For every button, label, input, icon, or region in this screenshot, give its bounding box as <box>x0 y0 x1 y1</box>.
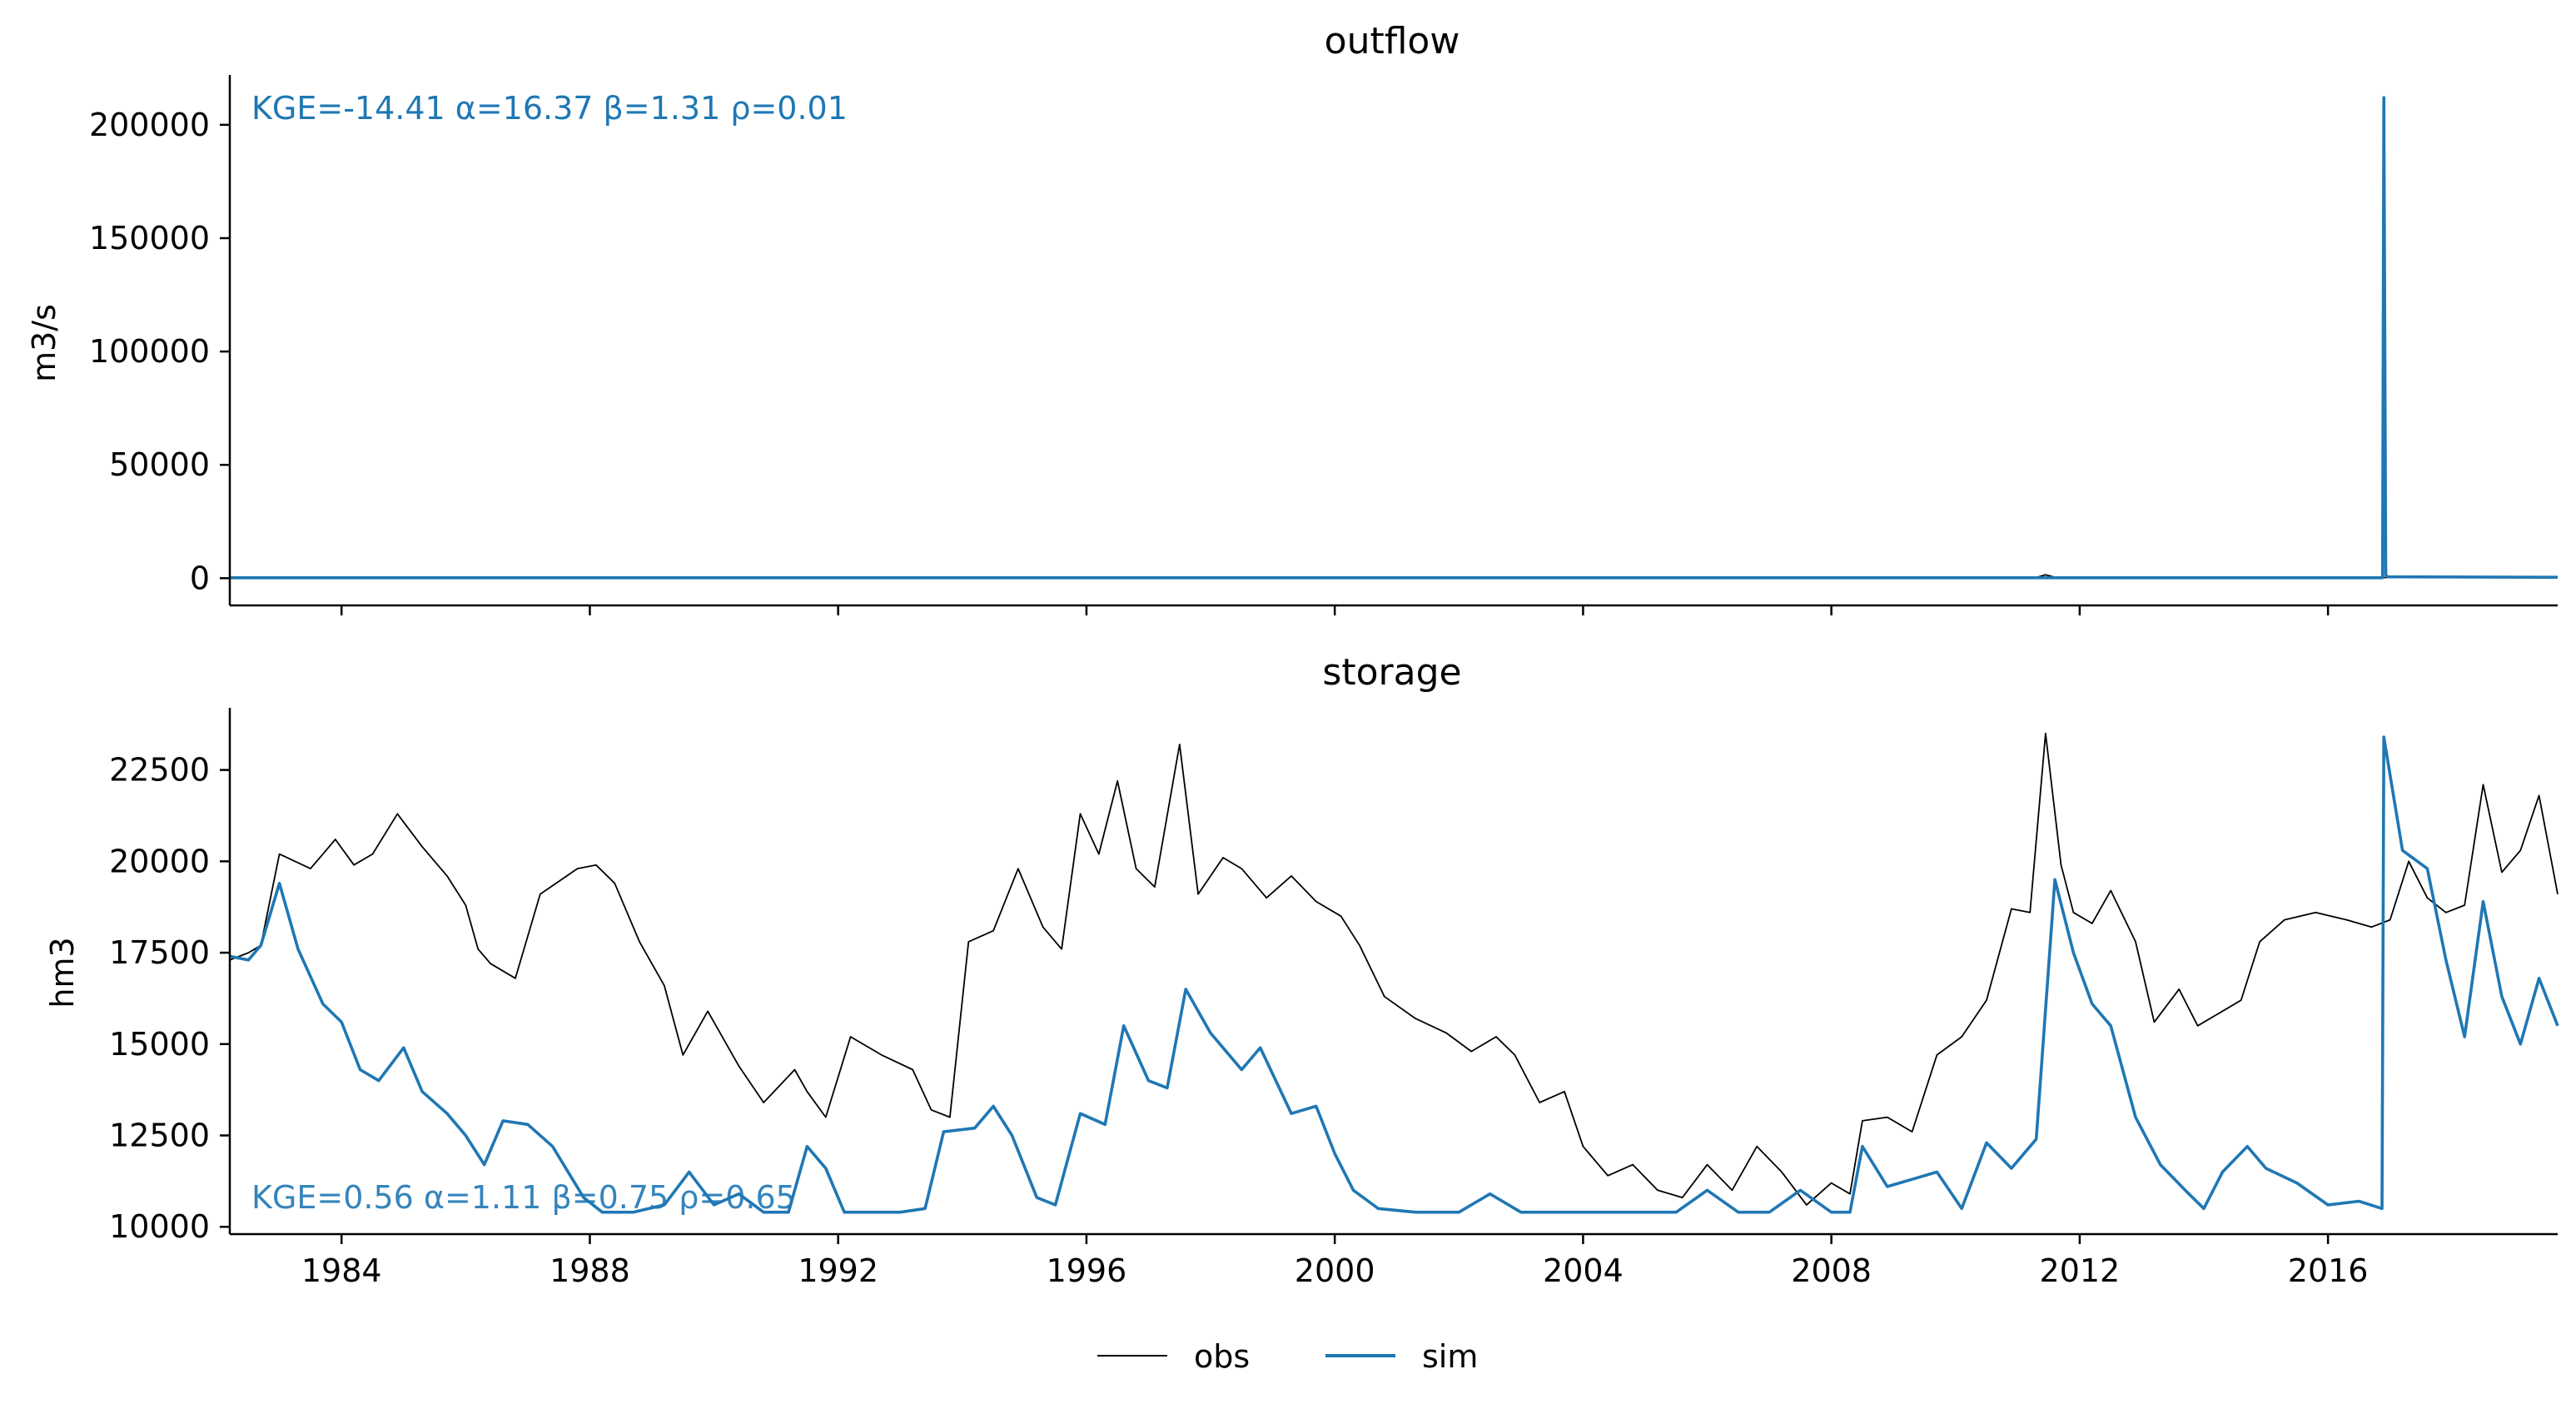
outflow-panel: outflow m3/s KGE=-14.41 α=16.37 β=1.31 ρ… <box>26 20 2559 615</box>
storage-x-tick-label: 2016 <box>2288 1252 2369 1289</box>
outflow-y-tick-label: 0 <box>190 560 210 596</box>
storage-y-tick-label: 20000 <box>109 843 210 879</box>
storage-x-tick-label: 1988 <box>550 1252 630 1289</box>
storage-panel: storage hm3 10000 12500 15000 17500 20000 225… <box>44 651 2559 1289</box>
storage-obs-line <box>229 732 2559 1206</box>
storage-x-tick-label: 1996 <box>1047 1252 1127 1289</box>
outflow-y-ticks: 0 50000 100000 150000 200000 <box>89 107 230 596</box>
storage-ylabel: hm3 <box>44 937 81 1008</box>
storage-x-tick-label: 2008 <box>1791 1252 1872 1289</box>
outflow-y-tick-label: 150000 <box>89 220 210 256</box>
storage-sim-line <box>229 735 2559 1214</box>
legend: obs sim <box>1097 1338 1478 1375</box>
outflow-y-tick-label: 100000 <box>89 333 210 370</box>
storage-y-tick-label: 22500 <box>109 752 210 789</box>
storage-y-tick-label: 17500 <box>109 934 210 971</box>
outflow-x-ticks <box>340 605 2330 615</box>
outflow-y-tick-label: 50000 <box>109 446 210 483</box>
outflow-ylabel: m3/s <box>26 304 62 382</box>
outflow-title: outflow <box>1325 20 1460 62</box>
outflow-kge-annotation: KGE=-14.41 α=16.37 β=1.31 ρ=0.01 <box>251 90 848 127</box>
storage-kge-annotation: KGE=0.56 α=1.11 β=0.75 ρ=0.65 <box>251 1179 796 1216</box>
outflow-y-tick-label: 200000 <box>89 107 210 143</box>
legend-obs-label: obs <box>1194 1338 1250 1375</box>
storage-x-tick-label: 1984 <box>301 1252 382 1289</box>
storage-x-tick-label: 2012 <box>2040 1252 2121 1289</box>
outflow-series <box>229 96 2559 580</box>
storage-title: storage <box>1322 651 1461 694</box>
storage-x-tick-label: 1992 <box>798 1252 878 1289</box>
legend-sim-label: sim <box>1422 1338 1478 1375</box>
storage-y-tick-label: 10000 <box>109 1208 210 1245</box>
outflow-sim-line <box>230 96 2559 580</box>
storage-series <box>229 732 2559 1214</box>
storage-x-tick-label: 2000 <box>1295 1252 1375 1289</box>
storage-x-ticks: 1984 1988 1992 1996 2000 2004 2008 2012 2016 <box>301 1234 2369 1289</box>
storage-x-tick-label: 2004 <box>1543 1252 1624 1289</box>
storage-y-ticks: 10000 12500 15000 17500 20000 22500 <box>109 752 230 1245</box>
storage-y-tick-label: 12500 <box>109 1118 210 1154</box>
storage-y-tick-label: 15000 <box>109 1026 210 1063</box>
